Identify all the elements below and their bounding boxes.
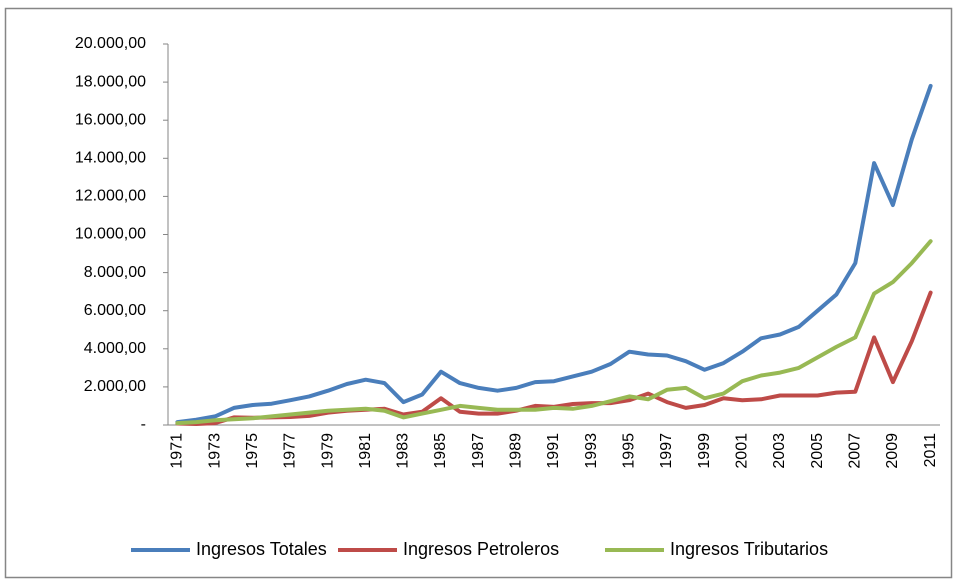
x-tick-label: 1979 (319, 433, 336, 469)
x-tick-label: 1999 (696, 433, 713, 469)
y-tick-label: 8.000,00 (84, 264, 146, 281)
y-tick-label: 18.000,00 (75, 73, 146, 90)
x-tick-label: 1989 (508, 433, 525, 469)
x-tick-label: 1995 (621, 433, 638, 469)
y-tick-label: 12.000,00 (75, 188, 146, 205)
y-tick-label: 6.000,00 (84, 302, 146, 319)
x-tick-label: 1987 (470, 433, 487, 469)
x-tick-label: 2001 (734, 433, 751, 469)
y-tick-label: 20.000,00 (75, 35, 146, 52)
x-tick-label: 2009 (884, 433, 901, 469)
x-tick-label: 1991 (545, 433, 562, 469)
x-tick-label: 1997 (658, 433, 675, 469)
series-line (175, 83, 933, 425)
x-tick-label: 2011 (922, 433, 939, 468)
y-tick-label: 4.000,00 (84, 340, 146, 357)
y-tick-label: - (141, 416, 146, 433)
x-tick-label: 1973 (206, 433, 223, 469)
x-tick-label: 2005 (809, 433, 826, 469)
series-line (175, 239, 933, 426)
y-tick-label: 10.000,00 (75, 226, 146, 243)
x-tick-label: 2007 (846, 433, 863, 469)
x-tick-label: 1983 (395, 433, 412, 469)
legend-label: Ingresos Tributarios (670, 539, 828, 559)
x-tick-label: 1971 (169, 433, 186, 469)
x-tick-label: 1993 (583, 433, 600, 469)
x-tick-label: 1981 (357, 433, 374, 469)
chart-border (4, 7, 953, 579)
x-tick-label: 2003 (771, 433, 788, 469)
y-tick-label: 2.000,00 (84, 378, 146, 395)
x-tick-label: 1975 (244, 433, 261, 469)
legend-label: Ingresos Totales (196, 539, 327, 559)
legend-label: Ingresos Petroleros (403, 539, 559, 559)
x-tick-label: 1985 (432, 433, 449, 469)
y-tick-label: 14.000,00 (75, 150, 146, 167)
y-tick-label: 16.000,00 (75, 111, 146, 128)
x-tick-label: 1977 (282, 433, 299, 469)
